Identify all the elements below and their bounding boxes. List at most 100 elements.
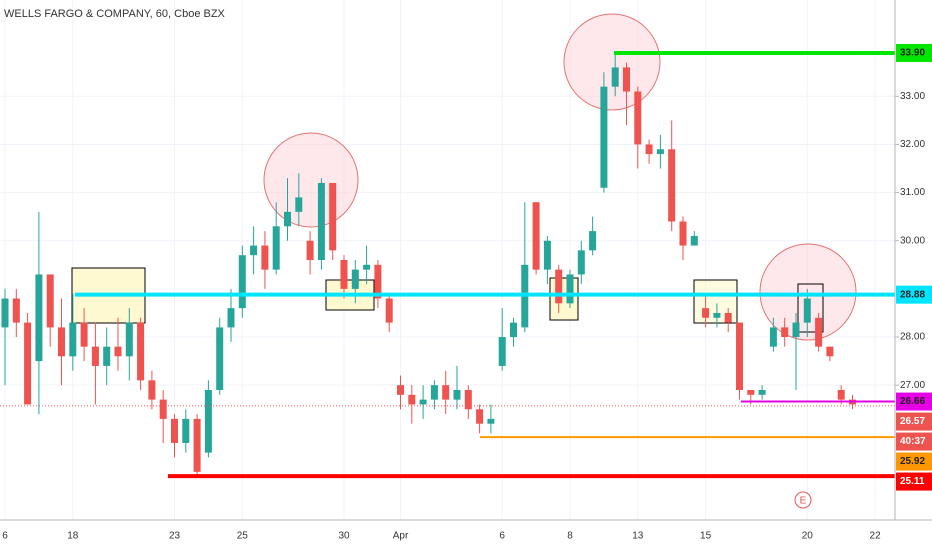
candle-body: [736, 322, 743, 390]
y-tick-label: 30.00: [900, 235, 925, 246]
candle-body: [227, 308, 235, 328]
candle-body: [623, 67, 630, 92]
candle-body: [351, 269, 359, 289]
candle-body: [24, 322, 32, 405]
x-tick-label: 18: [67, 531, 79, 542]
candle-body: [182, 418, 190, 443]
candle-body: [159, 399, 167, 419]
price-label: 26.57: [900, 416, 925, 427]
candle-body: [532, 202, 540, 270]
candle-body: [634, 91, 642, 145]
x-tick-label: 8: [567, 531, 573, 542]
candle-body: [781, 327, 789, 338]
candle-body: [329, 182, 337, 251]
candle-body: [35, 274, 43, 362]
price-label-bg: [896, 43, 932, 62]
price-label-bg: [896, 412, 932, 431]
candle-body: [589, 231, 597, 251]
candle-body: [510, 322, 517, 338]
x-tick-label: Apr: [393, 531, 409, 542]
candle-body: [837, 390, 845, 400]
candle-body: [46, 274, 54, 328]
candle-body: [442, 385, 450, 400]
candle-body: [600, 86, 608, 188]
price-label: 28.88: [900, 289, 925, 300]
candle-body: [80, 322, 88, 347]
highlight-circle: [263, 132, 359, 228]
candle-body: [611, 67, 619, 87]
earnings-marker[interactable]: [794, 491, 812, 509]
candle-body: [487, 418, 495, 424]
candle-body: [453, 390, 461, 400]
price-label-bg: [896, 285, 932, 304]
candle-body: [272, 226, 280, 270]
candle-body: [12, 298, 20, 323]
candle-body: [340, 260, 348, 289]
candle-body: [713, 312, 721, 318]
candle-body: [148, 380, 156, 400]
candle-body: [826, 346, 834, 357]
highlight-box: [549, 277, 579, 321]
candle-body: [114, 346, 122, 357]
candle-body: [137, 322, 145, 381]
price-label-bg: [896, 432, 932, 451]
candle-body: [91, 346, 99, 366]
candle-body: [408, 394, 416, 405]
candle-body: [792, 322, 800, 338]
candle-body: [374, 264, 382, 299]
candle-body: [284, 211, 291, 227]
candle-body: [476, 409, 484, 424]
candle-body: [577, 250, 585, 275]
candle-body: [250, 245, 258, 256]
candle-body: [171, 418, 178, 443]
price-label: 25.11: [900, 476, 925, 487]
x-tick-label: 15: [700, 531, 712, 542]
highlight-box: [797, 283, 824, 333]
candle-body: [125, 322, 133, 357]
y-tick-label: 32.00: [900, 139, 925, 150]
candle-body: [566, 274, 574, 304]
earnings-label: E: [800, 496, 807, 507]
candle-body: [103, 346, 111, 366]
x-tick-label: 22: [870, 531, 882, 542]
x-tick-label: 6: [499, 531, 505, 542]
candle-body: [295, 197, 303, 212]
price-label-bg: [896, 392, 932, 411]
candle-body: [758, 390, 766, 395]
candle-body: [702, 308, 710, 318]
price-label: 33.90: [900, 48, 925, 59]
candle-body: [397, 385, 404, 395]
candle-body: [58, 327, 65, 357]
candle-body: [261, 245, 269, 270]
candle-body: [317, 182, 325, 260]
price-label: 26.66: [900, 396, 925, 407]
price-label-bg: [896, 452, 932, 471]
x-tick-label: 20: [802, 531, 814, 542]
candle-body: [464, 390, 472, 410]
axis-labels: 27.00 28.00 30.00 31.00 32.00 33.00 6 18 23 25 30 A…: [2, 43, 932, 542]
candle-body: [555, 269, 563, 304]
candle-body: [193, 418, 201, 472]
candle-body: [668, 149, 676, 222]
candle-body: [216, 327, 224, 390]
y-tick-label: 27.00: [900, 380, 925, 391]
candle-body: [815, 317, 823, 347]
candle-body: [656, 149, 664, 155]
x-tick-label: 23: [169, 531, 181, 542]
y-tick-label: 28.00: [900, 332, 925, 343]
candle-body: [363, 264, 371, 270]
highlight-circle: [759, 243, 857, 341]
candle-body: [385, 298, 393, 323]
y-tick-label: 33.00: [900, 91, 925, 102]
candle-body: [803, 298, 811, 323]
price-label: 25.92: [900, 456, 925, 467]
candle-body: [204, 390, 212, 453]
highlight-circle: [563, 13, 661, 111]
price-label-bg: [896, 472, 932, 491]
price-label: 40:37: [900, 436, 926, 447]
candle-body: [430, 385, 438, 400]
candle-body: [769, 327, 777, 347]
candle-body: [69, 322, 77, 357]
